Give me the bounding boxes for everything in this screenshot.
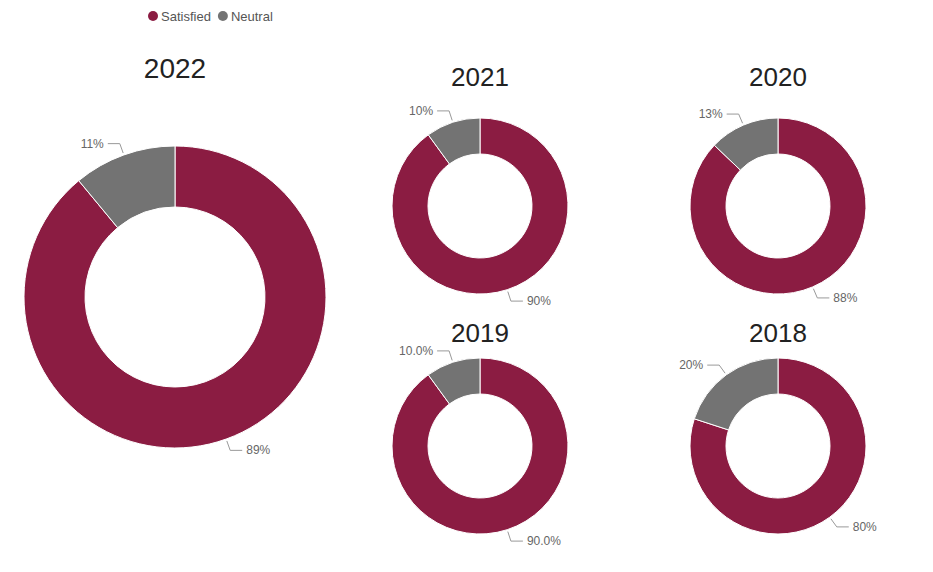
legend-marker — [148, 11, 158, 21]
data-label: 80% — [853, 520, 877, 534]
chart-title: 2019 — [451, 318, 509, 348]
data-label: 13% — [699, 107, 723, 121]
data-label: 88% — [833, 291, 857, 305]
leader-line — [437, 111, 452, 121]
leader-line — [727, 114, 743, 123]
leader-line — [508, 532, 523, 542]
data-label: 11% — [81, 137, 104, 151]
leader-line — [813, 289, 829, 298]
legend-label: Neutral — [231, 9, 273, 24]
chart-title: 2018 — [749, 318, 807, 348]
donut-slice — [714, 118, 778, 170]
leader-line — [227, 441, 242, 450]
donut-slice — [428, 118, 480, 164]
leader-line — [508, 292, 523, 302]
donut-chart: 2022 89% 11% — [24, 53, 326, 457]
donut-chart: 2020 88% 13% — [690, 62, 866, 305]
donut-slice — [694, 358, 778, 430]
donut-slice — [79, 146, 175, 228]
donut-slice — [690, 358, 866, 534]
data-label: 90% — [527, 294, 551, 308]
leader-line — [108, 144, 123, 153]
donut-slice — [428, 358, 480, 404]
leader-line — [437, 351, 452, 361]
data-label: 10.0% — [399, 344, 433, 358]
donut-chart: 2021 90% 10% — [392, 62, 568, 308]
legend-label: Satisfied — [161, 9, 211, 24]
chart-canvas: Satisfied Neutral 2022 89% 11% 2021 90% 10% 2020… — [0, 0, 933, 572]
data-label: 10% — [409, 104, 433, 118]
legend-marker — [218, 11, 228, 21]
data-label: 89% — [246, 443, 270, 457]
chart-title: 2020 — [749, 62, 807, 92]
donut-chart: 2018 80% 20% — [679, 318, 877, 534]
donut-chart: 2019 90.0% 10.0% — [392, 318, 568, 548]
donut-slice — [690, 118, 866, 294]
donut-slice — [392, 358, 568, 534]
donut-slice — [24, 146, 326, 448]
leader-line — [831, 519, 849, 527]
chart-title: 2021 — [451, 62, 509, 92]
donut-slice — [392, 118, 568, 294]
data-labels: 80% 20% — [679, 358, 877, 534]
data-label: 20% — [679, 358, 703, 372]
leader-line — [707, 365, 725, 373]
chart-title: 2022 — [144, 53, 206, 84]
legend: Satisfied Neutral — [148, 9, 273, 24]
data-label: 90.0% — [527, 534, 561, 548]
